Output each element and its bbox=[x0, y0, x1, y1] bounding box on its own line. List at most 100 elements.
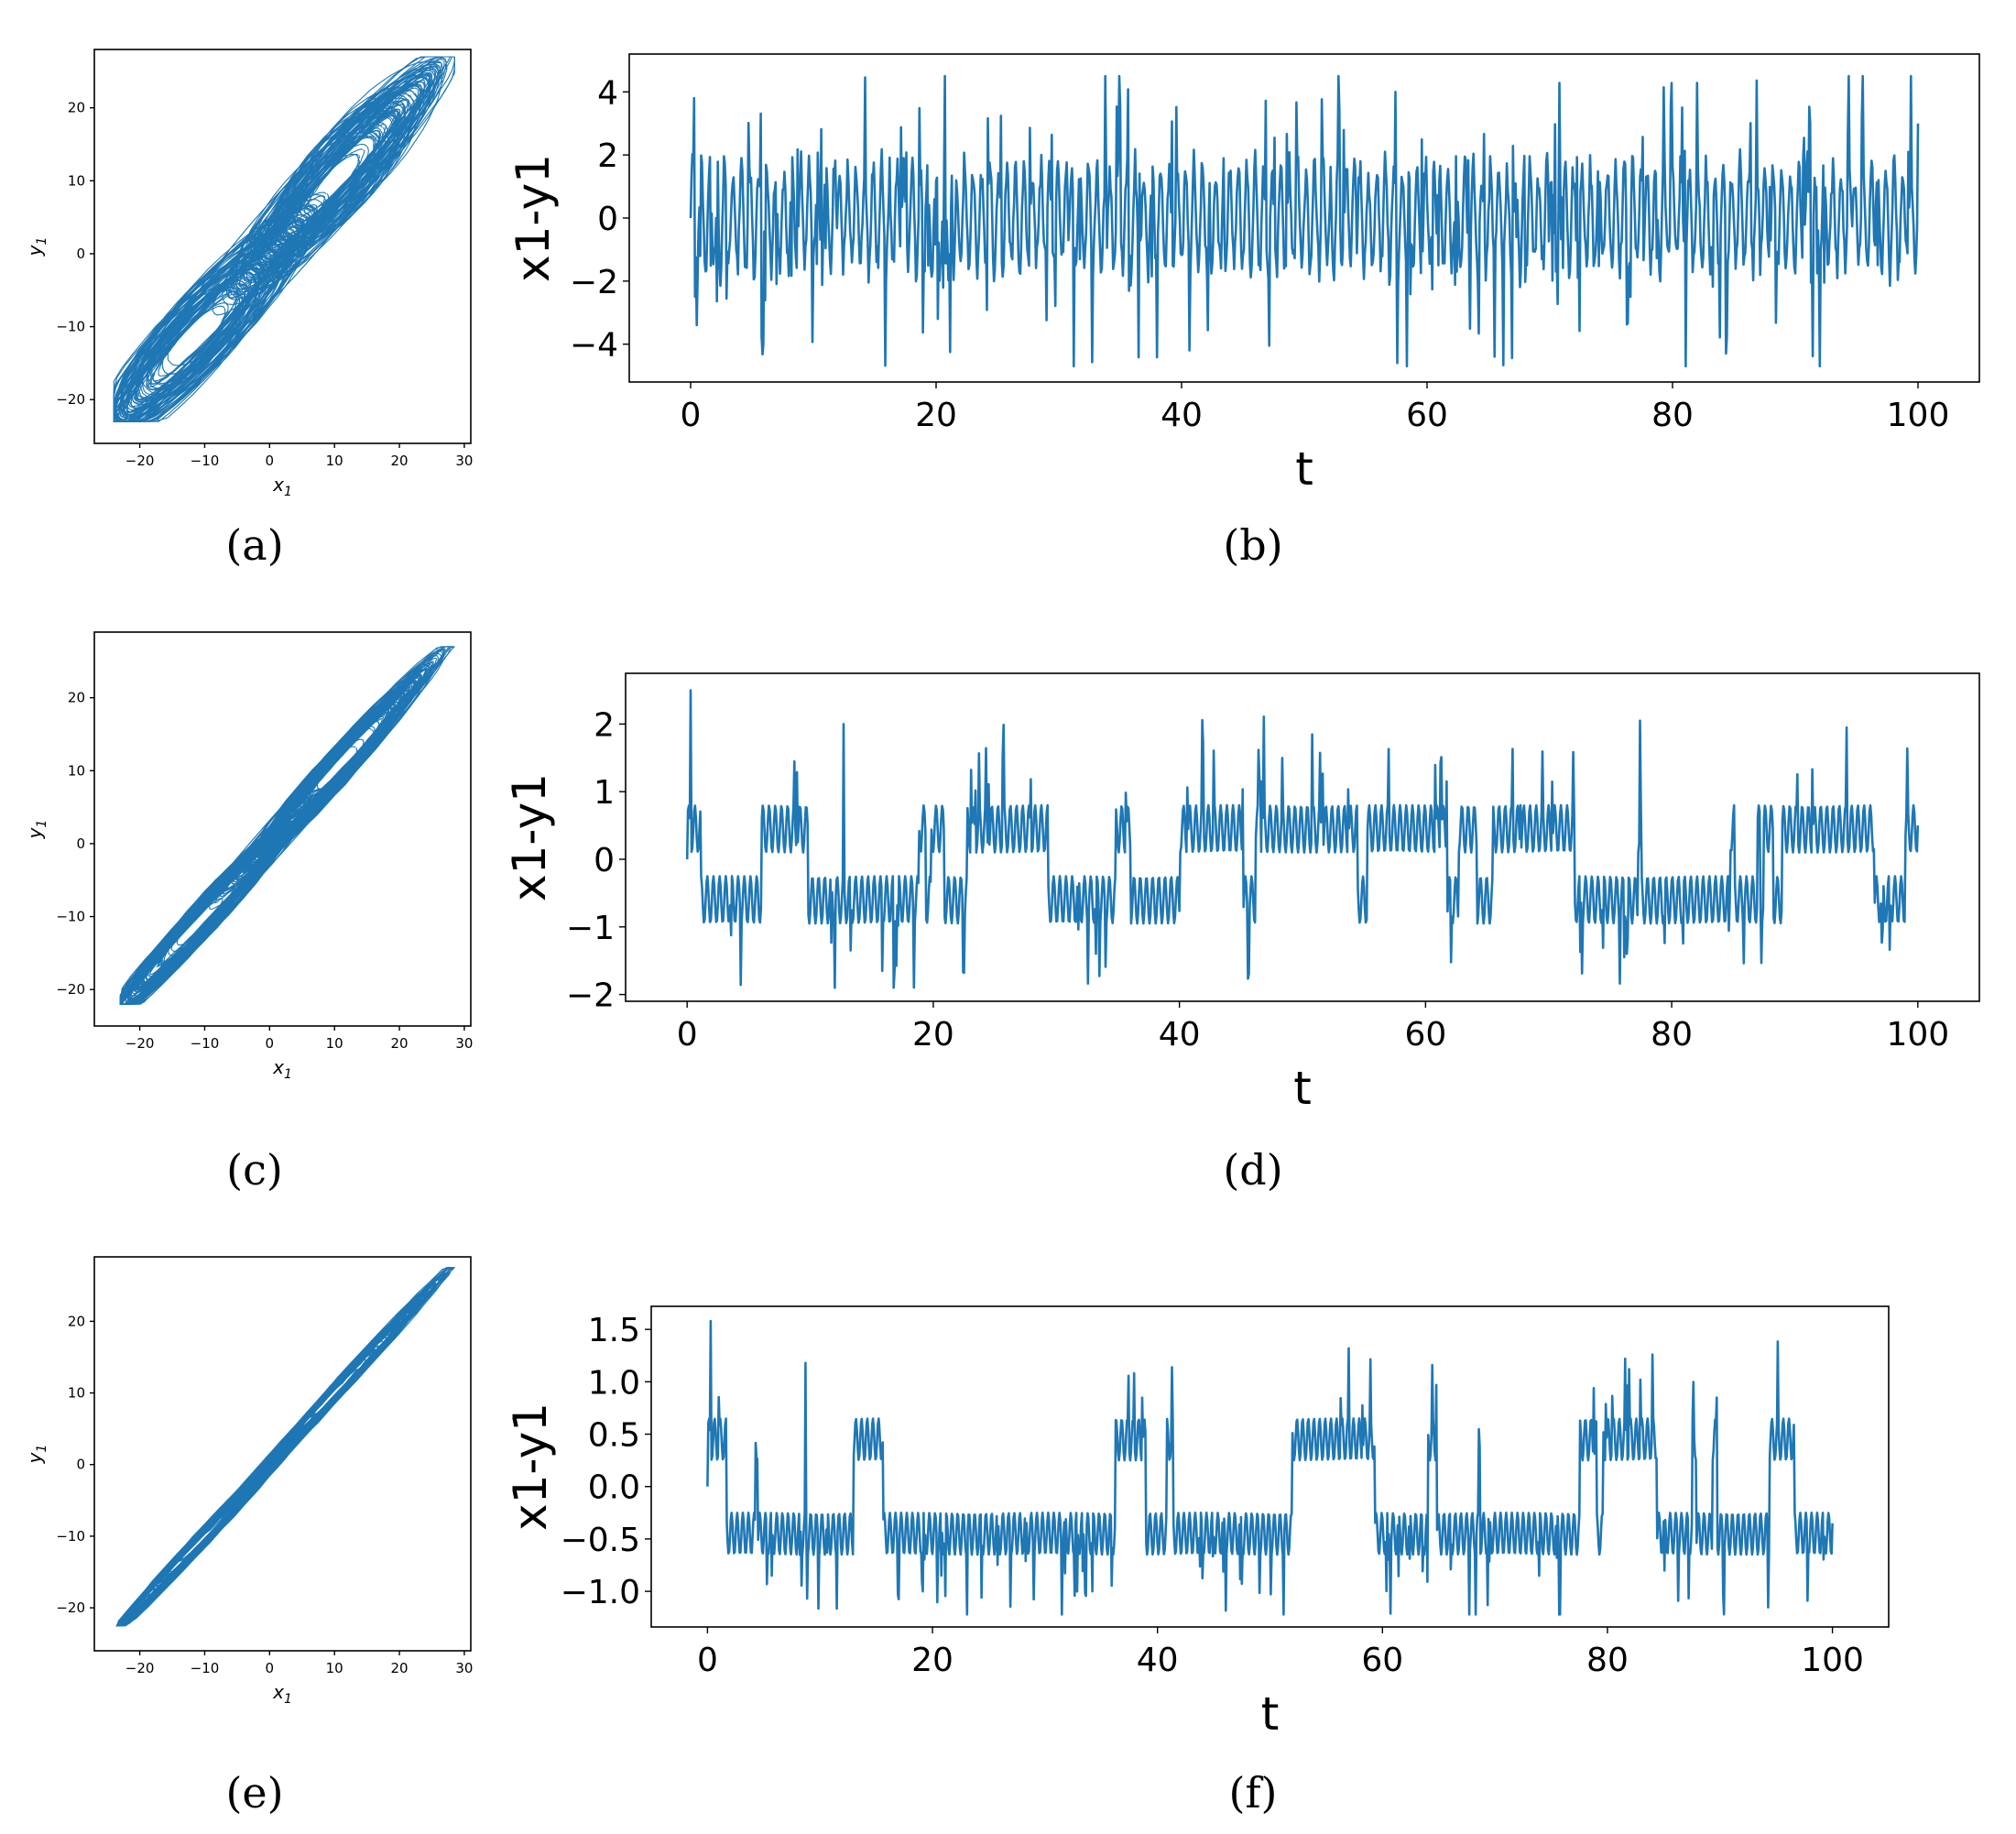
x-tick-label: 0 bbox=[681, 397, 702, 434]
axes-frame bbox=[628, 53, 1980, 383]
x-tick-label: 20 bbox=[391, 1035, 409, 1052]
x-tick-label: 80 bbox=[1651, 1016, 1693, 1053]
outer-loop bbox=[163, 1316, 404, 1582]
caption-c: (c) bbox=[226, 1145, 283, 1195]
y-tick-label: 0 bbox=[76, 1457, 85, 1473]
y-axis-label: x1-y1 bbox=[507, 154, 560, 282]
phase-plot-c: −20 −10 0 10 20 30 −20 −10 0 10 20 x1 y1 bbox=[0, 623, 513, 1136]
y-tick-label: 0 bbox=[76, 246, 85, 262]
y-tick-label: 20 bbox=[68, 690, 85, 706]
y-tick-label: 10 bbox=[68, 1385, 85, 1402]
y-axis-label: y1 bbox=[24, 1445, 49, 1465]
y-tick-label: 4 bbox=[597, 74, 618, 112]
timeseries-plot-f-svg: 0 20 40 60 80 100 −1.0 −0.5 0.0 0.5 1.0 1.5 t x1-y1 bbox=[504, 1305, 1890, 1741]
x-tick-label: 0 bbox=[266, 1035, 275, 1052]
y-tick-label: 1 bbox=[594, 774, 615, 812]
y-tick-label: 0 bbox=[76, 835, 85, 852]
x-tick-label: 0 bbox=[266, 1660, 275, 1676]
y-tick-label: −2 bbox=[566, 977, 615, 1015]
caption-b: (b) bbox=[1223, 520, 1283, 570]
y-tick-label: −20 bbox=[56, 1599, 85, 1616]
timeseries-plot-b-svg: 0 20 40 60 80 100 −4 −2 0 2 4 t x1-y1 bbox=[507, 53, 1980, 496]
y-tick-label: −10 bbox=[56, 1528, 85, 1545]
x-tick-label: 10 bbox=[326, 1660, 343, 1676]
y-tick-label: −10 bbox=[56, 909, 85, 925]
y-tick-label: 20 bbox=[68, 1313, 85, 1329]
y-tick-label: 2 bbox=[597, 137, 618, 175]
caption-f: (f) bbox=[1228, 1768, 1278, 1818]
y-axis-label: y1 bbox=[24, 237, 49, 257]
y-tick-label: 0 bbox=[597, 201, 618, 238]
x-tick-label: 100 bbox=[1886, 1016, 1949, 1053]
x-tick-label: 60 bbox=[1404, 1016, 1446, 1053]
axes-frame bbox=[93, 631, 472, 1027]
y-tick-label: 10 bbox=[68, 172, 85, 189]
x-tick-label: 10 bbox=[326, 1035, 343, 1052]
y-tick-label: −1.0 bbox=[561, 1574, 640, 1611]
y-axis-label: x1-y1 bbox=[503, 773, 556, 901]
x-tick-label: 40 bbox=[1137, 1642, 1179, 1679]
timeseries-plot-f: 0 20 40 60 80 100 −1.0 −0.5 0.0 0.5 1.0 1.5 t x1-y1 bbox=[504, 1250, 2016, 1763]
series-line bbox=[689, 74, 1920, 368]
timeseries-plot-d-svg: 0 20 40 60 80 100 −2 −1 0 1 2 t x1-y1 bbox=[503, 672, 1980, 1115]
x-tick-label: 20 bbox=[915, 397, 957, 434]
y-axis-label: y1 bbox=[24, 820, 49, 840]
x-tick-label: −20 bbox=[125, 453, 155, 469]
x-tick-label: 60 bbox=[1406, 397, 1448, 434]
y-tick-label: 1.0 bbox=[588, 1364, 640, 1402]
y-tick-label: −4 bbox=[570, 327, 618, 365]
x-tick-label: −20 bbox=[125, 1660, 155, 1676]
x-tick-label: 20 bbox=[911, 1642, 954, 1679]
timeseries-plot-d: 0 20 40 60 80 100 −2 −1 0 1 2 t x1-y1 bbox=[503, 623, 2016, 1136]
x-tick-label: 80 bbox=[1586, 1642, 1629, 1679]
x-tick-label: 30 bbox=[455, 1035, 473, 1052]
trajectory bbox=[113, 56, 455, 422]
y-tick-label: 2 bbox=[594, 706, 615, 744]
x-tick-label: 20 bbox=[391, 453, 409, 469]
x-axis-label: t bbox=[1261, 1687, 1280, 1741]
y-tick-label: −10 bbox=[56, 319, 85, 335]
y-tick-label: −1 bbox=[566, 910, 615, 947]
x-tick-label: 0 bbox=[266, 453, 275, 469]
phase-plot-c-svg: −20 −10 0 10 20 30 −20 −10 0 10 20 x1 y1 bbox=[24, 631, 473, 1082]
outer-loop bbox=[163, 692, 405, 963]
x-tick-label: −10 bbox=[191, 1660, 220, 1676]
y-tick-label: −2 bbox=[570, 264, 618, 301]
x-tick-label: 20 bbox=[912, 1016, 954, 1053]
x-axis-label: x1 bbox=[272, 1681, 292, 1707]
axes-frame bbox=[650, 1305, 1890, 1628]
y-tick-label: 10 bbox=[68, 762, 85, 779]
x-tick-label: 30 bbox=[455, 453, 473, 469]
x-axis-label: x1 bbox=[272, 1056, 292, 1082]
y-tick-label: 0 bbox=[594, 842, 615, 879]
x-tick-label: 100 bbox=[1887, 397, 1950, 434]
series-line bbox=[685, 689, 1920, 989]
x-tick-label: 0 bbox=[677, 1016, 698, 1053]
y-tick-label: −20 bbox=[56, 981, 85, 998]
y-tick-label: 0.5 bbox=[588, 1417, 640, 1455]
x-tick-label: 100 bbox=[1801, 1642, 1864, 1679]
y-tick-label: 20 bbox=[68, 100, 85, 116]
y-axis-label: x1-y1 bbox=[504, 1403, 557, 1531]
y-tick-label: −20 bbox=[56, 391, 85, 408]
caption-d: (d) bbox=[1223, 1145, 1283, 1195]
trajectory bbox=[119, 646, 455, 1005]
x-tick-label: 40 bbox=[1161, 397, 1203, 434]
x-axis-label: x1 bbox=[272, 474, 292, 499]
y-tick-label: 1.5 bbox=[588, 1312, 640, 1349]
phase-plot-e-svg: −20 −10 0 10 20 30 −20 −10 0 10 20 x1 y1 bbox=[24, 1256, 473, 1707]
x-tick-label: −10 bbox=[191, 1035, 220, 1052]
x-tick-label: 20 bbox=[391, 1660, 409, 1676]
x-tick-label: 80 bbox=[1651, 397, 1694, 434]
y-tick-label: −0.5 bbox=[561, 1522, 640, 1559]
caption-a: (a) bbox=[225, 520, 284, 570]
series-line bbox=[706, 1319, 1834, 1616]
y-tick-label: 0.0 bbox=[588, 1469, 640, 1507]
x-tick-label: −20 bbox=[125, 1035, 155, 1052]
x-tick-label: 10 bbox=[326, 453, 343, 469]
timeseries-plot-b: 0 20 40 60 80 100 −4 −2 0 2 4 t x1-y1 bbox=[507, 0, 2016, 513]
x-axis-label: t bbox=[1295, 442, 1313, 496]
caption-e: (e) bbox=[225, 1768, 284, 1818]
phase-plot-e: −20 −10 0 10 20 30 −20 −10 0 10 20 x1 y1 bbox=[0, 1250, 513, 1763]
phase-plot-a: −20 −10 0 10 20 30 −20 −10 0 10 20 x1 y1 bbox=[0, 0, 513, 513]
